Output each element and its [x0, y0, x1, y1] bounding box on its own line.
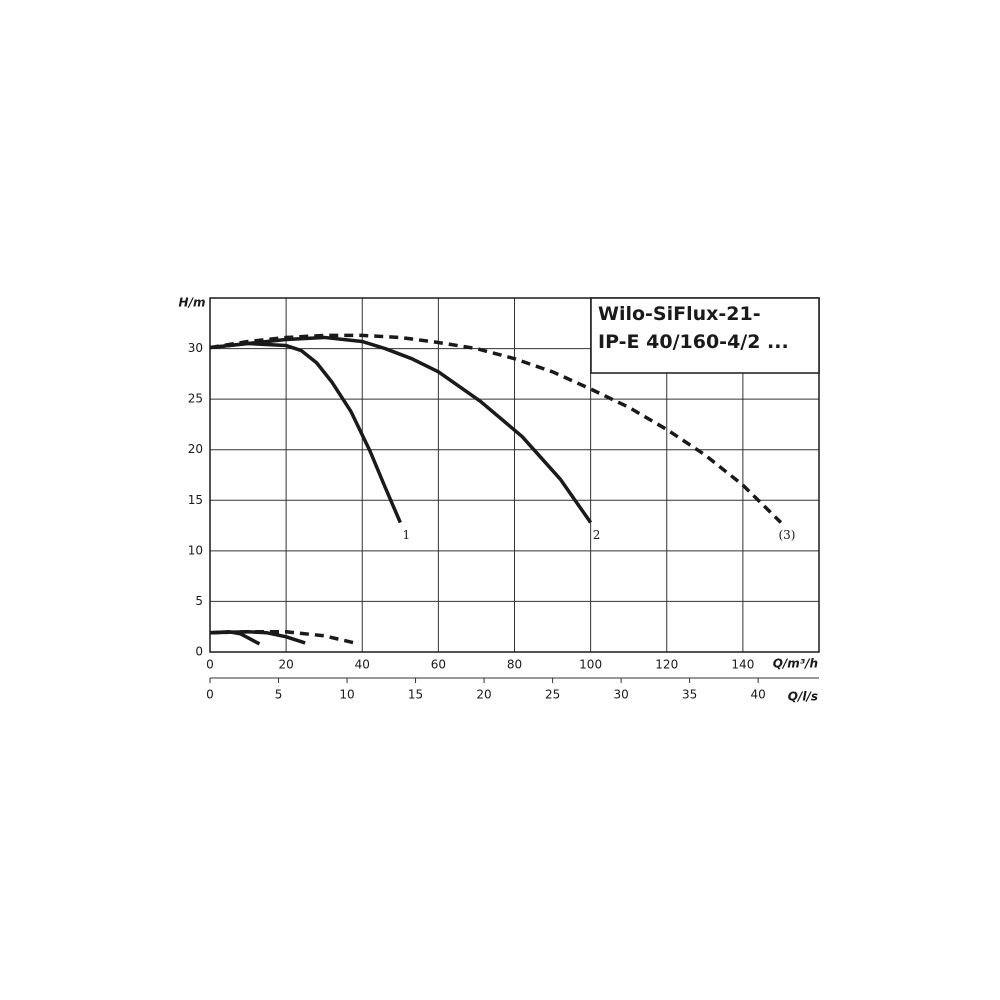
x2-tick-label: 30	[613, 688, 628, 702]
x2-axis-label: Q/l/s	[788, 690, 818, 704]
y-tick-label: 20	[188, 442, 203, 456]
curve-label: 2	[593, 528, 601, 542]
curve	[209, 333, 783, 524]
x2-tick-label: 15	[408, 688, 423, 702]
chart-title: IP-E 40/160-4/2 ...	[598, 331, 789, 353]
chart-title: Wilo-SiFlux-21-	[598, 303, 761, 325]
x2-tick-label: 20	[476, 688, 491, 702]
y-tick-label: 25	[188, 392, 203, 406]
x2-tick-label: 35	[682, 688, 697, 702]
x-tick-label: 80	[507, 658, 522, 672]
plot-frame	[209, 297, 820, 653]
x2-tick-label: 40	[751, 688, 766, 702]
y-axis-label: H/m	[179, 296, 206, 310]
x2-tick-label: 25	[545, 688, 560, 702]
y-tick-label: 10	[188, 543, 203, 557]
title-box	[590, 297, 820, 374]
x-axis-label: Q/m³/h	[773, 657, 818, 671]
x-tick-label: 100	[579, 658, 602, 672]
curve	[209, 630, 306, 645]
x2-tick-label: 5	[275, 688, 283, 702]
x-tick-label: 20	[278, 658, 293, 672]
curve	[209, 335, 593, 524]
y-tick-label: 15	[188, 493, 203, 507]
curve	[209, 341, 402, 524]
x2-tick-label: 10	[339, 688, 354, 702]
x-tick-label: 40	[355, 658, 370, 672]
x-tick-label: 140	[731, 658, 754, 672]
x2-tick-label: 0	[206, 688, 214, 702]
x-tick-label: 0	[206, 658, 214, 672]
x-tick-label: 60	[431, 658, 446, 672]
curve-label: 1	[402, 528, 410, 542]
y-tick-label: 5	[195, 594, 203, 608]
curve-label: (3)	[778, 528, 795, 542]
curve	[209, 630, 356, 645]
y-tick-label: 30	[188, 341, 203, 355]
x-tick-label: 120	[655, 658, 678, 672]
y-tick-label: 0	[195, 645, 203, 659]
